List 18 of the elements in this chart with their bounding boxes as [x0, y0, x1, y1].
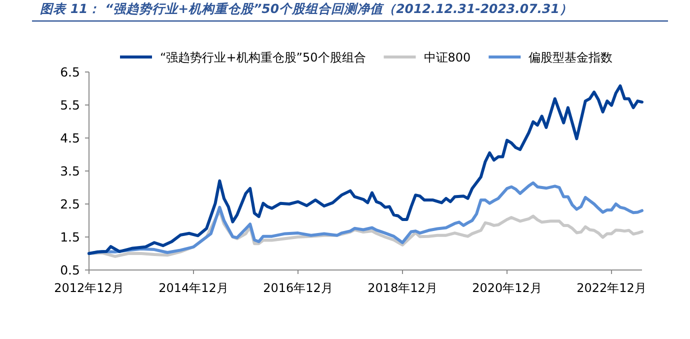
y-tick-label: 4.5	[60, 130, 80, 146]
legend-label: 偏股型基金指数	[528, 50, 613, 64]
line-series	[88, 84, 644, 255]
x-tick-label: 2012年12月	[54, 281, 124, 295]
y-tick-label: 2.5	[60, 196, 80, 212]
x-tick-label: 2014年12月	[158, 281, 228, 295]
legend-label: “强趋势行业+机构重仓股”50个股组合	[160, 50, 366, 64]
x-tick-label: 2022年12月	[576, 281, 646, 295]
y-tick-label: 3.5	[60, 164, 80, 178]
y-tick-label: 5.5	[60, 98, 80, 112]
x-tick-label: 2018年12月	[368, 281, 438, 295]
legend-label: 中证800	[424, 50, 471, 64]
y-tick-label: 1.5	[60, 230, 80, 244]
y-tick-label: 6.5	[60, 64, 80, 80]
x-tick-label: 2020年12月	[472, 281, 542, 295]
x-tick-label: 2016年12月	[263, 281, 333, 295]
chart-title: 图表 11： “强趋势行业+机构重仓股”50个股组合回测净值（2012.12.31-2023.07.31）	[40, 1, 572, 16]
y-tick-label: 0.5	[60, 262, 80, 278]
